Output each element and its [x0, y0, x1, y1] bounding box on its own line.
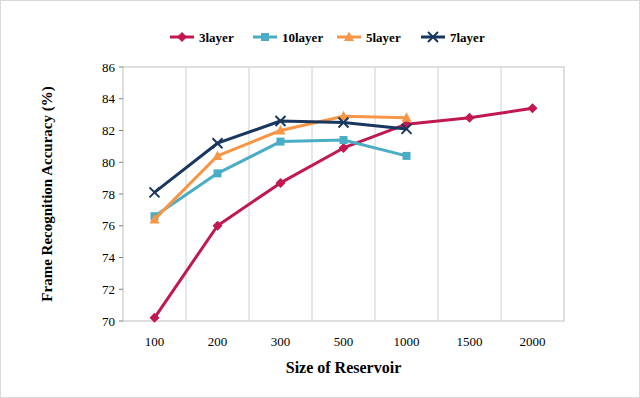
- x-tick-label: 200: [208, 334, 228, 349]
- y-tick: [119, 225, 123, 226]
- x-tick-label: 1500: [457, 334, 483, 349]
- y-tick: [119, 289, 123, 290]
- y-tick: [119, 194, 123, 195]
- legend-label: 3layer: [199, 30, 234, 45]
- data-point: [276, 178, 286, 188]
- x-tick-label: 1000: [394, 334, 420, 349]
- data-point: [402, 124, 412, 134]
- y-tick: [119, 162, 123, 163]
- y-tick: [119, 130, 123, 131]
- data-point: [214, 169, 222, 177]
- y-tick-label: 72: [102, 282, 115, 297]
- data-point: [402, 112, 412, 122]
- data-point: [150, 313, 160, 323]
- data-point: [213, 138, 223, 148]
- x-tick-label: 300: [271, 334, 291, 349]
- x-tick-label: 100: [145, 334, 165, 349]
- legend: 3layer 10layer 5layer 7layer: [170, 30, 485, 45]
- data-point: [150, 187, 160, 197]
- y-tick-label: 74: [102, 250, 116, 265]
- series-line: [155, 140, 407, 216]
- data-point: [277, 138, 285, 146]
- y-tick-label: 70: [102, 314, 115, 329]
- legend-marker: [261, 33, 269, 41]
- y-axis-label: Frame Recognition Accuracy (%): [39, 86, 56, 301]
- legend-label: 7layer: [450, 30, 485, 45]
- data-point: [150, 214, 160, 224]
- data-point: [339, 143, 349, 153]
- legend-marker: [344, 32, 354, 42]
- y-tick-label: 76: [102, 218, 116, 233]
- x-tick-label: 500: [334, 334, 354, 349]
- legend-marker: [177, 32, 187, 42]
- y-tick: [119, 67, 123, 68]
- series-line: [155, 121, 407, 192]
- data-point: [213, 150, 223, 160]
- chart-border: [1, 1, 640, 398]
- x-axis-label: Size of Reservoir: [286, 359, 402, 376]
- y-tick-label: 80: [102, 155, 115, 170]
- legend-marker: [428, 32, 438, 42]
- data-point: [276, 125, 286, 135]
- y-tick-label: 78: [102, 187, 115, 202]
- series-line: [155, 108, 533, 318]
- data-point: [213, 221, 223, 231]
- chart-svg: 70 72 74 76 78 80 82 84 86 100 200 300 500 1000 1500 20…: [0, 0, 640, 398]
- grid-line: [375, 67, 376, 321]
- legend-label: 10layer: [282, 30, 323, 45]
- grid-line: [438, 67, 439, 321]
- plot-area: [150, 103, 538, 323]
- y-tick: [119, 98, 123, 99]
- y-tick-label: 84: [102, 91, 116, 106]
- data-point: [276, 116, 286, 126]
- series-line: [155, 116, 407, 219]
- y-tick-label: 82: [102, 123, 115, 138]
- y-tick: [119, 257, 123, 258]
- grid-line: [249, 67, 250, 321]
- chart-container: 70 72 74 76 78 80 82 84 86 100 200 300 500 1000 1500 20…: [0, 0, 640, 398]
- data-point: [340, 136, 348, 144]
- x-tick-label: 2000: [520, 334, 546, 349]
- data-point: [339, 118, 349, 128]
- y-tick: [119, 321, 123, 322]
- y-tick-label: 86: [102, 60, 116, 75]
- grid-line: [501, 67, 502, 321]
- data-point: [403, 152, 411, 160]
- data-point: [465, 113, 475, 123]
- data-point: [528, 103, 538, 113]
- legend-label: 5layer: [366, 30, 401, 45]
- grid-line: [312, 67, 313, 321]
- plot-frame: [123, 67, 564, 321]
